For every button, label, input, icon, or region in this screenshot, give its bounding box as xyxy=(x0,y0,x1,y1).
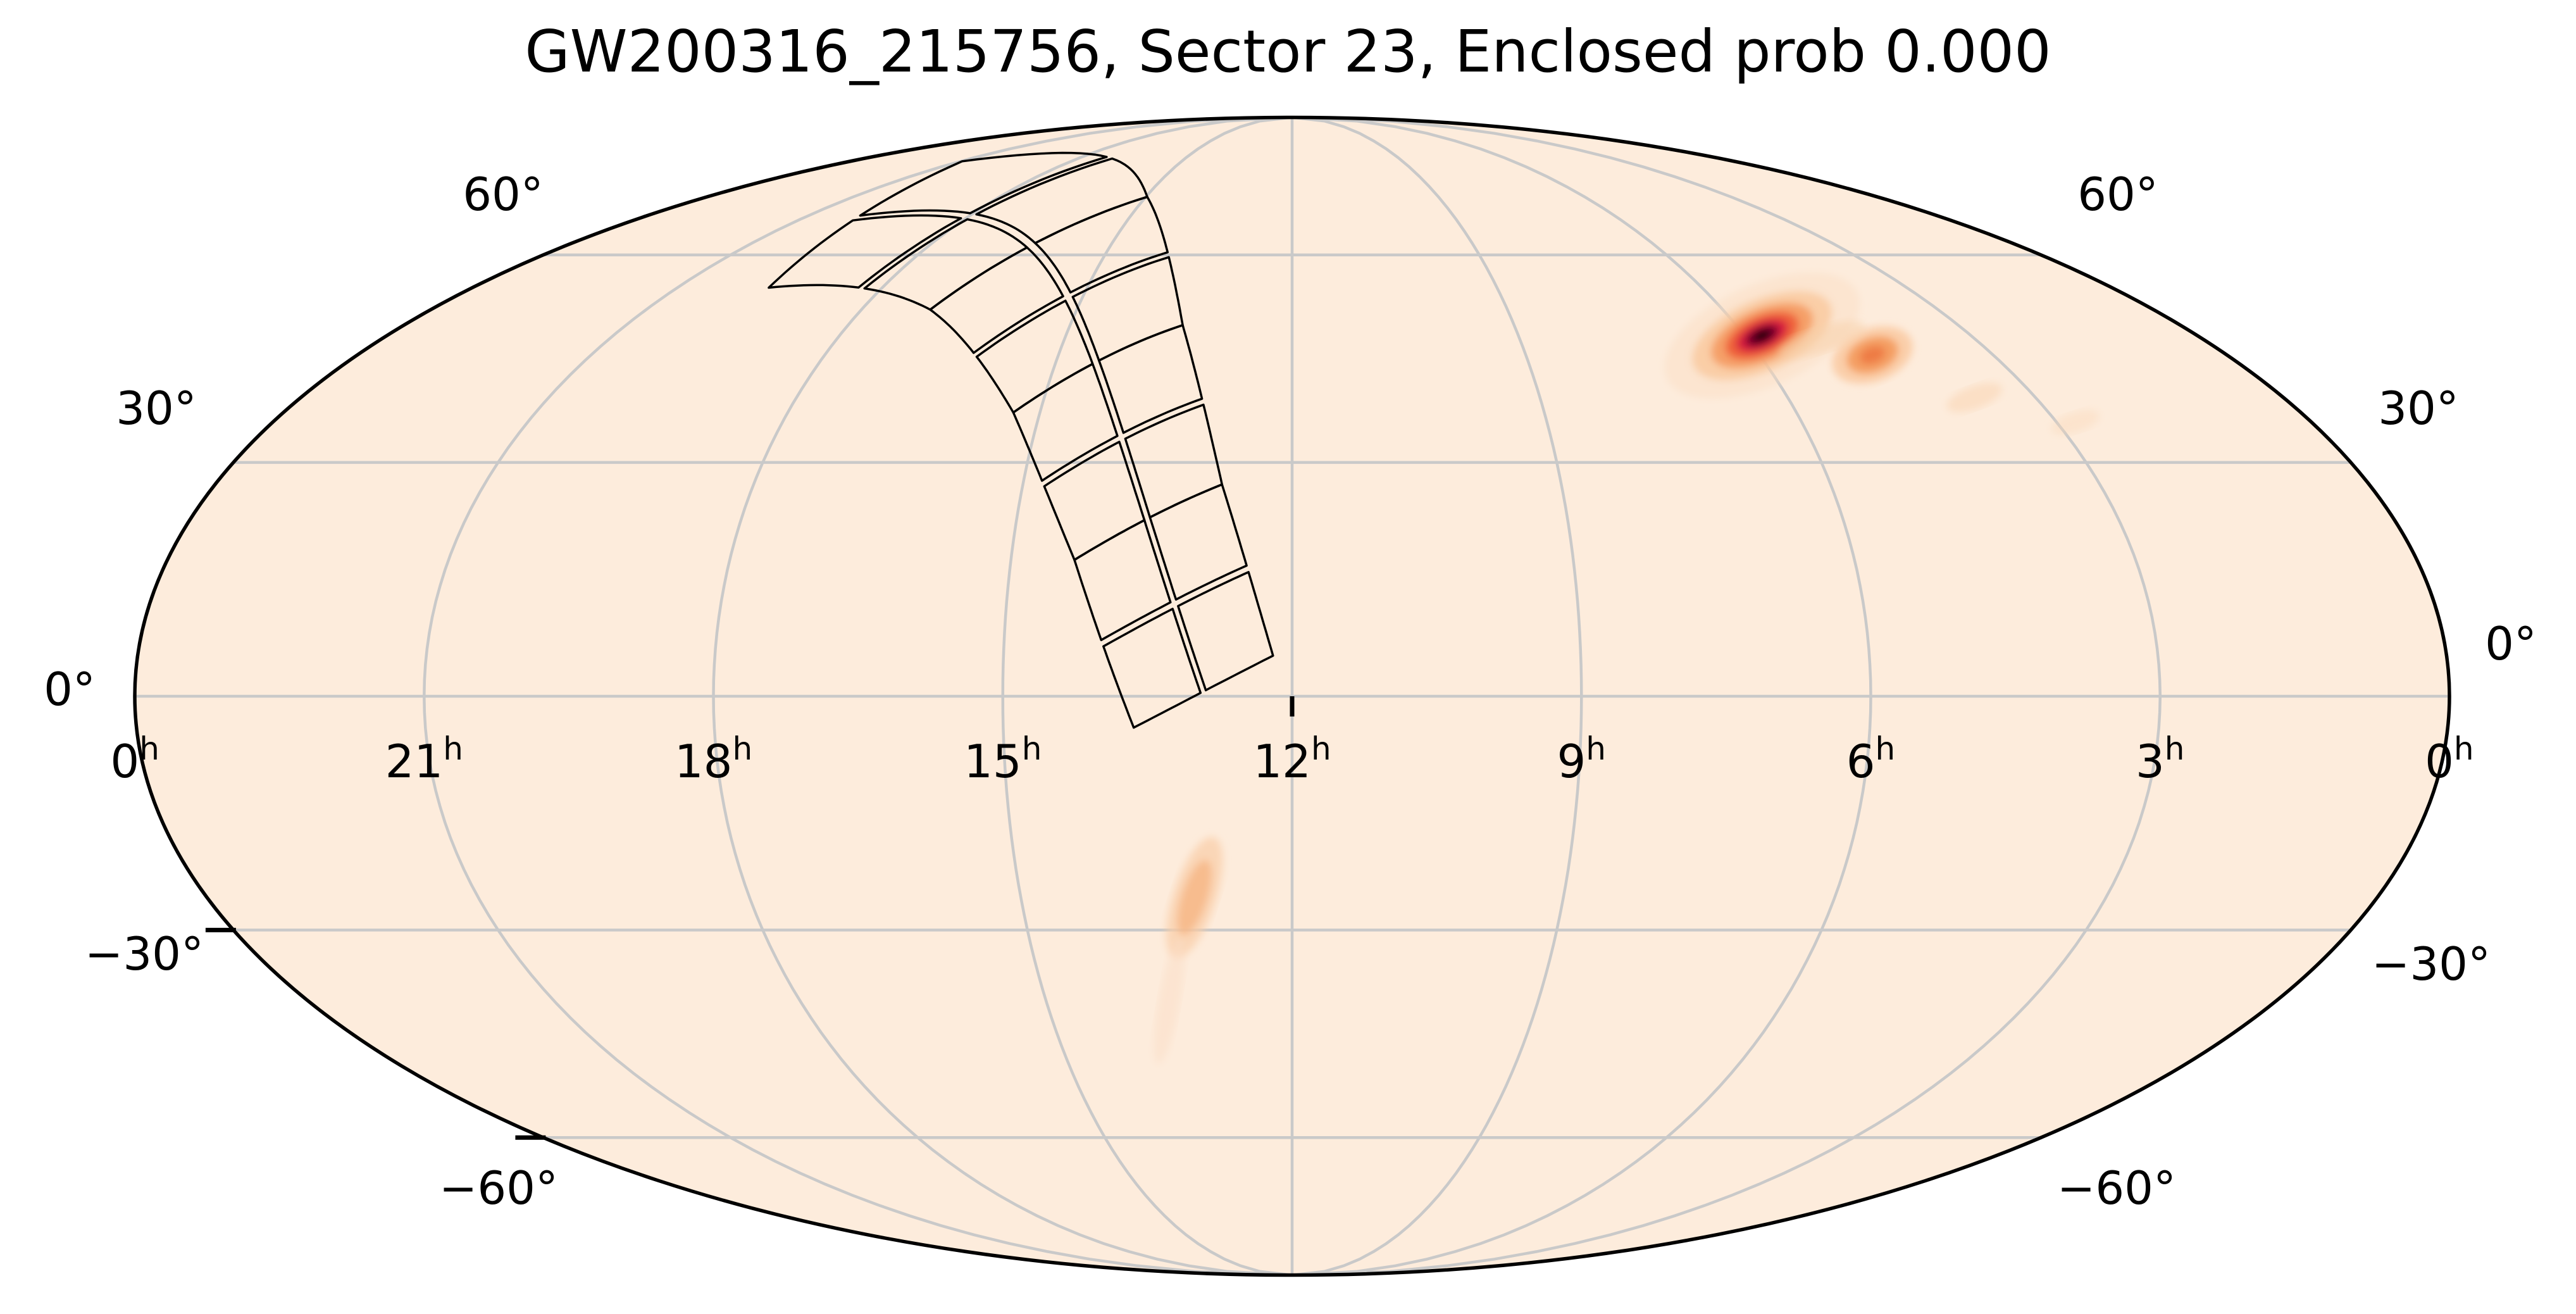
ra-label-0h: 0h xyxy=(110,730,159,788)
footprint-camera3-ccd1 xyxy=(1071,256,1184,362)
probability-blob-south-streak-tail xyxy=(1154,939,1185,1064)
ra-label-0h: 0h xyxy=(2425,730,2474,788)
blob-layer xyxy=(1778,321,1865,358)
graticule-meridian-18h xyxy=(712,116,1293,1277)
blob-layer xyxy=(1177,860,1212,935)
probability-blob-bridge-smudge xyxy=(1778,321,1865,358)
probability-blob-south-streak xyxy=(1166,837,1223,958)
probability-blob-secondary-peak xyxy=(1832,326,1913,384)
dec-label-right-0: 0° xyxy=(2485,617,2537,670)
graticule-meridian-21h xyxy=(423,116,1293,1277)
blob-layer xyxy=(1859,346,1886,364)
blob-layer xyxy=(1154,939,1185,1064)
footprint-camera4-ccd1 xyxy=(975,157,1148,244)
probability-blob-faint-smudge-2 xyxy=(2051,410,2100,435)
graticule-meridian-9h xyxy=(1291,116,1583,1277)
footprint-camera4-ccd3 xyxy=(859,151,1108,217)
footprint-camera4-ccd4 xyxy=(768,214,962,289)
footprint-camera2-ccd1 xyxy=(1124,403,1223,519)
blob-layer xyxy=(2051,410,2100,435)
blob-layer xyxy=(1753,330,1770,341)
blob-layer xyxy=(1946,382,2003,413)
footprint-camera1-ccd2 xyxy=(1102,608,1202,729)
ra-label-6h: 6h xyxy=(1846,730,1896,788)
ra-label-21h: 21h xyxy=(385,730,463,788)
graticule-meridian-3h xyxy=(1291,116,2162,1277)
ra-label-12h: 12h xyxy=(1253,730,1331,788)
ra-label-15h: 15h xyxy=(964,730,1042,788)
dec-label-left--30: −30° xyxy=(85,927,204,980)
footprint-camera4-ccd2 xyxy=(863,218,1028,311)
probability-blob-faint-smudge-1 xyxy=(1946,382,2003,413)
dec-label-left-0: 0° xyxy=(44,663,96,716)
dec-label-right--60: −60° xyxy=(2057,1161,2176,1215)
figure-title: GW200316_215756, Sector 23, Enclosed pro… xyxy=(525,18,2051,85)
sky-sphere-outline xyxy=(133,115,2451,1277)
ra-label-9h: 9h xyxy=(1557,730,1606,788)
dec-label-left--60: −60° xyxy=(439,1161,558,1215)
graticule-meridian-6h xyxy=(1291,116,1872,1277)
dec-label-left-60: 60° xyxy=(463,168,544,221)
dec-label-right--30: −30° xyxy=(2372,937,2491,991)
footprint-camera3-ccd2 xyxy=(975,299,1094,414)
dec-label-right-30: 30° xyxy=(2378,382,2459,435)
ra-label-3h: 3h xyxy=(2136,730,2185,788)
ra-label-18h: 18h xyxy=(675,730,752,788)
dec-label-right-60: 60° xyxy=(2077,168,2158,221)
probability-blob-main-peak xyxy=(1664,272,1860,399)
graticule-meridian-15h xyxy=(1001,116,1293,1277)
footprint-camera1-ccd1 xyxy=(1177,571,1274,692)
footprint-camera2-ccd2 xyxy=(1043,441,1146,561)
dec-label-left-30: 30° xyxy=(116,382,197,435)
